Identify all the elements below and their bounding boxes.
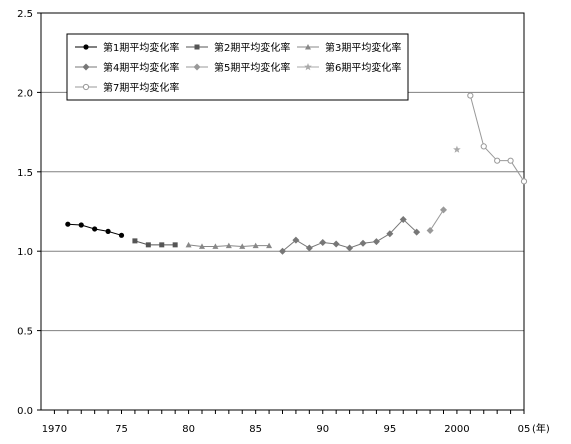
data-point-diamond <box>319 238 327 246</box>
data-point-square <box>145 242 151 248</box>
x-tick-label: 05 <box>518 424 531 435</box>
x-tick-label: 1970 <box>42 424 67 435</box>
legend-label: 第1期平均変化率 <box>103 41 179 54</box>
data-point-triangle <box>212 243 219 249</box>
data-point-diamond <box>426 227 434 235</box>
legend-label: 第4期平均変化率 <box>103 61 179 74</box>
data-point-diamond <box>305 244 313 252</box>
data-point-open-circle <box>494 157 501 164</box>
data-point-circle <box>118 232 125 238</box>
series-5 <box>426 206 447 235</box>
y-tick-label: 1.0 <box>17 247 33 258</box>
data-point-triangle <box>185 241 192 248</box>
data-point-triangle <box>239 243 246 249</box>
data-point-diamond <box>193 63 201 71</box>
data-point-triangle <box>305 44 311 50</box>
legend-item-4: 第4期平均変化率 <box>75 61 179 74</box>
data-point-square <box>159 242 165 248</box>
x-tick-label: 2000 <box>444 424 469 435</box>
series-group <box>65 92 528 255</box>
y-tick-label: 2.5 <box>17 9 33 20</box>
data-point-diamond <box>386 230 394 238</box>
data-point-diamond <box>440 206 447 214</box>
data-point-diamond <box>332 240 340 248</box>
data-point-star <box>304 63 312 71</box>
y-axis-ticks: 0.0 0.5 1.0 1.5 2.0 2.5 <box>17 9 41 417</box>
legend-item-2: 第2期平均変化率 <box>186 41 290 54</box>
x-tick-label: 80 <box>182 424 195 435</box>
data-point-open-circle <box>82 83 90 91</box>
x-axis-unit-label: (年) <box>532 422 550 435</box>
series-2 <box>132 238 178 248</box>
data-point-diamond <box>346 244 354 252</box>
data-point-square <box>194 44 200 50</box>
series-line <box>469 95 525 182</box>
legend-label: 第6期平均変化率 <box>325 61 401 74</box>
data-point-open-circle <box>480 143 487 150</box>
legend-box <box>66 33 409 101</box>
series-line <box>429 209 444 231</box>
series-4 <box>279 215 421 255</box>
legend-item-3: 第3期平均変化率 <box>297 41 401 54</box>
x-tick-label: 90 <box>316 424 329 435</box>
series-line <box>134 240 176 246</box>
y-tick-label: 0.5 <box>17 327 33 338</box>
series-6 <box>453 145 461 153</box>
data-point-open-circle <box>507 157 514 164</box>
legend-item-7: 第7期平均変化率 <box>75 81 179 94</box>
grid-lines <box>41 91 524 332</box>
data-point-circle <box>83 44 89 50</box>
data-point-diamond <box>413 228 421 236</box>
legend-item-6: 第6期平均変化率 <box>297 61 401 74</box>
y-tick-label: 2.0 <box>17 88 33 99</box>
data-point-triangle <box>252 242 259 249</box>
data-point-circle <box>65 221 71 227</box>
data-point-diamond <box>399 215 407 223</box>
data-point-diamond <box>359 239 367 247</box>
y-tick-label: 0.0 <box>17 406 33 417</box>
data-point-triangle <box>199 243 205 249</box>
data-point-triangle <box>266 242 273 249</box>
x-axis-ticks: 1970 75 80 85 90 95 2000 05 <box>42 410 531 435</box>
data-point-diamond <box>82 63 90 71</box>
data-point-square <box>132 238 138 244</box>
data-point-circle <box>105 228 111 234</box>
legend-item-5: 第5期平均変化率 <box>186 61 290 74</box>
data-point-circle <box>78 222 84 228</box>
x-tick-label: 75 <box>115 424 128 435</box>
legend-label: 第2期平均変化率 <box>214 41 290 54</box>
data-point-open-circle <box>467 92 474 99</box>
data-point-square <box>172 242 178 248</box>
series-1 <box>65 221 125 238</box>
legend-label: 第3期平均変化率 <box>325 41 401 54</box>
x-tick-label: 95 <box>383 424 396 435</box>
y-tick-label: 1.5 <box>17 168 33 179</box>
legend-item-1: 第1期平均変化率 <box>75 41 179 54</box>
data-point-triangle <box>225 242 232 249</box>
data-point-diamond <box>292 236 300 244</box>
series-7 <box>467 92 528 185</box>
data-point-star <box>453 145 461 153</box>
legend-label: 第7期平均変化率 <box>103 81 179 94</box>
series-3 <box>185 241 273 249</box>
data-point-diamond <box>279 247 286 255</box>
legend-label: 第5期平均変化率 <box>214 61 290 74</box>
data-point-diamond <box>372 238 380 246</box>
data-point-open-circle <box>520 178 528 185</box>
data-point-circle <box>92 226 98 232</box>
x-tick-label: 85 <box>249 424 262 435</box>
